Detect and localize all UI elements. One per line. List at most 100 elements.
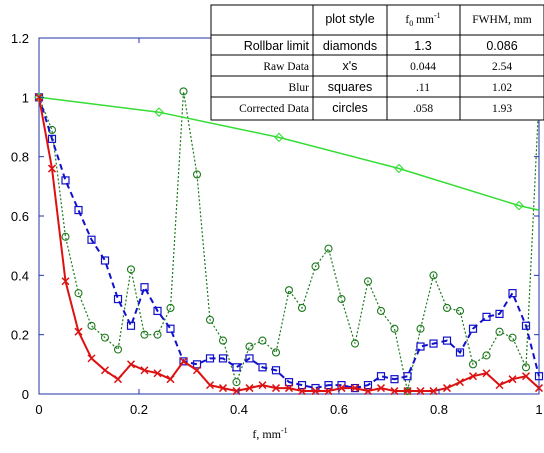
data-point-corrected-data [140, 330, 149, 339]
table-header-style: plot style [325, 12, 374, 26]
data-point-blur [100, 256, 110, 265]
data-point-blur [495, 309, 504, 318]
data-point-corrected-data [126, 265, 136, 274]
x-tick-label: 1 [535, 402, 542, 417]
data-point-blur [258, 363, 267, 372]
data-point-corrected-data [192, 170, 202, 179]
data-point-blur [113, 294, 123, 304]
data-point-corrected-data [284, 286, 294, 295]
data-point-raw-data [534, 384, 544, 393]
ticks-layer: 0 0.2 0.4 0.6 0.8 1 0 0.2 0.4 0.6 0.8 1 1.2 [11, 31, 543, 417]
data-point-raw-data [74, 327, 83, 336]
data-point-raw-data [403, 387, 412, 396]
data-point-raw-data [284, 384, 294, 393]
data-point-blur [429, 339, 438, 348]
data-point-raw-data [468, 372, 478, 381]
data-point-raw-data [429, 387, 438, 396]
data-point-corrected-data [350, 339, 360, 348]
data-point-blur [442, 336, 452, 345]
data-point-blur [179, 357, 188, 366]
x-tick-label: 0.8 [430, 402, 448, 417]
data-point-raw-data [455, 378, 465, 387]
x-tick-label: 0.6 [330, 402, 348, 417]
data-point-corrected-data [442, 303, 452, 313]
data-point-raw-data [271, 384, 281, 393]
data-point-blur [284, 378, 294, 387]
data-point-blur [363, 381, 373, 390]
data-point-corrected-data [179, 87, 188, 96]
data-point-raw-data [179, 357, 188, 366]
data-point-corrected-data [416, 324, 425, 333]
data-point-rollbar-limit [274, 132, 284, 143]
data-point-blur [390, 375, 399, 384]
data-point-raw-data [192, 366, 202, 375]
data-point-raw-data [87, 354, 96, 363]
x-axis-label-sup: -1 [281, 426, 288, 435]
data-point-blur [166, 324, 175, 333]
data-point-blur [218, 354, 228, 363]
data-point-corrected-data [455, 306, 465, 315]
data-point-blur [508, 289, 517, 298]
data-point-blur [403, 372, 412, 381]
table-row-f: 1.3 [414, 39, 431, 53]
data-point-raw-data [297, 387, 307, 396]
data-point-corrected-data [508, 333, 517, 342]
data-point-corrected-data [113, 345, 123, 354]
data-point-corrected-data [324, 244, 333, 253]
data-point-corrected-data [363, 277, 373, 286]
data-point-blur [47, 134, 57, 143]
data-point-blur [534, 372, 544, 381]
data-point-raw-data [521, 372, 531, 381]
x-tick-label: 0 [35, 402, 42, 417]
table-row-f: .058 [413, 103, 433, 115]
series-line-blur [38, 97, 540, 390]
data-point-raw-data [166, 375, 175, 384]
data-point-corrected-data [74, 289, 83, 298]
data-point-raw-data [442, 384, 452, 393]
data-point-raw-data [100, 366, 110, 375]
data-point-raw-data [495, 381, 504, 390]
data-point-blur [455, 348, 465, 357]
table-row-name: Blur [289, 82, 310, 94]
data-point-blur [126, 321, 136, 330]
series-layer [34, 87, 544, 396]
table-row-style: x's [343, 59, 358, 73]
data-point-corrected-data [205, 315, 215, 324]
data-point-blur [153, 306, 162, 316]
plot-area: 0 0.2 0.4 0.6 0.8 1 0 0.2 0.4 0.6 0.8 1 1.2 [11, 31, 544, 417]
data-point-blur [140, 283, 149, 292]
data-point-blur [324, 381, 333, 390]
data-point-blur [271, 366, 281, 375]
data-point-raw-data [482, 369, 491, 378]
data-point-blur [245, 354, 254, 363]
data-point-corrected-data [218, 336, 228, 345]
data-point-corrected-data [232, 378, 241, 387]
data-point-corrected-data [61, 232, 70, 241]
data-point-corrected-data [390, 324, 399, 333]
table-row-f: .11 [416, 82, 430, 94]
data-point-raw-data [324, 387, 333, 396]
data-point-corrected-data [153, 330, 162, 339]
data-point-corrected-data [468, 360, 478, 369]
data-point-raw-data [376, 384, 386, 393]
data-point-corrected-data [376, 306, 386, 315]
data-point-corrected-data [337, 295, 346, 304]
data-point-raw-data [350, 384, 360, 393]
y-tick-label: 1.2 [11, 31, 29, 46]
data-point-raw-data [61, 277, 70, 286]
data-point-corrected-data [245, 342, 254, 351]
data-point-raw-data [390, 387, 399, 396]
table-row-style: circles [332, 101, 367, 115]
y-tick-label: 0 [22, 387, 29, 402]
table-row-fwhm: 1.93 [492, 103, 512, 115]
data-point-blur [205, 354, 215, 363]
data-point-corrected-data [258, 336, 267, 345]
data-point-corrected-data [482, 351, 491, 360]
data-point-blur [468, 324, 478, 333]
y-tick-label: 0.2 [11, 328, 29, 343]
y-tick-label: 0.6 [11, 209, 29, 224]
data-point-blur [376, 372, 386, 381]
data-point-corrected-data [297, 303, 307, 313]
data-point-blur [87, 235, 96, 244]
